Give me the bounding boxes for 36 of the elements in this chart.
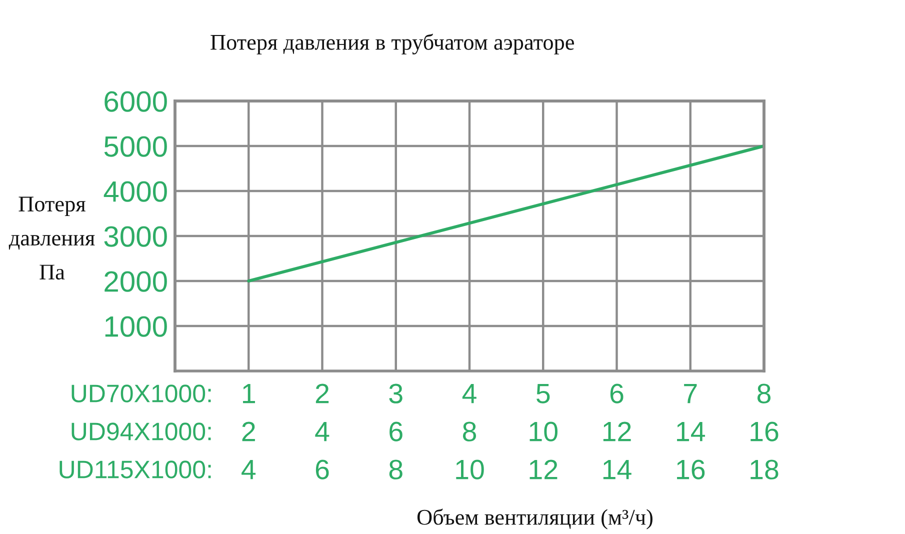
x2-tick-label: 6 <box>390 422 402 442</box>
y-tick-label: 5000 <box>104 136 167 157</box>
y-tick-label: 1000 <box>105 316 167 337</box>
x-tick-label: 1 <box>243 384 255 404</box>
x-axis-title: UD70X1000: <box>72 384 211 402</box>
x2-axis-title: UD94X1000: <box>72 422 211 440</box>
x-tick-label: 6 <box>610 384 624 404</box>
x2-tick-label: 4 <box>315 422 330 442</box>
x2-tick-label: 10 <box>530 422 558 442</box>
x-tick-label: 3 <box>389 384 402 404</box>
x-tick-label: 5 <box>536 384 550 404</box>
text: 10 <box>456 460 484 480</box>
text: 16 <box>677 460 705 480</box>
x2-tick-label: 2 <box>242 422 255 442</box>
text: 6 <box>316 460 329 480</box>
x-tick-label: 2 <box>316 384 329 404</box>
chart-title: Потеря давления в трубчатом аэраторе <box>210 34 574 54</box>
y-axis-title: Потеря давления Па <box>8 196 95 280</box>
x2-tick-label: 14 <box>677 422 706 442</box>
text: 14 <box>603 460 632 480</box>
x2-tick-label: 8 <box>462 422 476 442</box>
text: UD115X1000: <box>60 460 211 478</box>
x-tick-label: 8 <box>757 384 771 404</box>
y-tick-label: 6000 <box>104 91 167 112</box>
y-tick-label: 2000 <box>104 271 167 292</box>
y-tick-label: 4000 <box>104 181 167 202</box>
text: 4 <box>242 460 256 480</box>
text: 8 <box>389 460 402 480</box>
x2-tick-label: 12 <box>603 422 631 442</box>
text: Объем вентиляции (м³/ч) <box>417 508 652 530</box>
x2-tick-label: 16 <box>750 422 778 442</box>
y-tick-label: 3000 <box>104 226 167 247</box>
x-tick-label: 4 <box>462 384 476 404</box>
text: 18 <box>750 460 778 480</box>
x-tick-label: 7 <box>684 384 697 404</box>
text: 12 <box>530 460 558 480</box>
